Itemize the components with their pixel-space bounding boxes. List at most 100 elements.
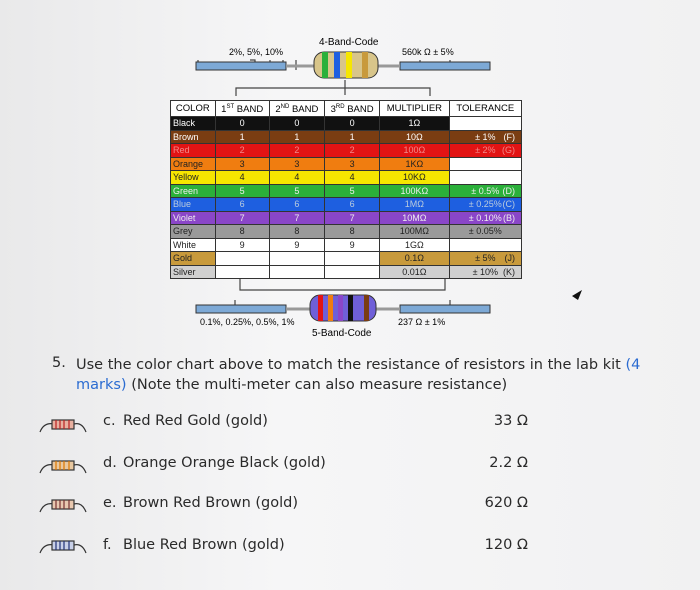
color-name: Yellow	[170, 170, 216, 185]
header-superscript: ST	[226, 104, 235, 110]
item-text: Orange Orange Black (gold)	[123, 455, 326, 471]
column-header: MULTIPLIER	[379, 99, 450, 118]
table-row: Yellow 4 4 4 10KΩ	[170, 170, 523, 185]
multiplier: 100MΩ	[379, 224, 450, 239]
color-name: Violet	[170, 210, 216, 226]
five-band-tolerances: 0.1%, 0.25%, 0.5%, 1%	[200, 317, 295, 327]
tolerance-empty	[448, 156, 523, 172]
band-empty	[268, 251, 325, 266]
band-digit: 9	[268, 237, 325, 253]
tolerance: ± 0.05%	[448, 224, 523, 239]
tolerance-value: ± 0.25%	[468, 199, 502, 210]
color-name: Blue	[170, 197, 216, 212]
header-superscript: ND	[280, 104, 290, 110]
table-row: Black 0 0 0 1Ω	[170, 116, 523, 131]
color-name: Red	[170, 143, 216, 158]
column-header: 2ND BAND	[268, 99, 325, 118]
band-digit: 6	[214, 197, 270, 212]
band-digit: 0	[214, 116, 270, 131]
header-text: TOLERANCE	[456, 102, 515, 114]
header-superscript: RD	[335, 104, 345, 110]
header-text: MULTIPLIER	[386, 102, 443, 114]
item-text: Brown Red Brown (gold)	[123, 495, 299, 511]
question-text: Use the color chart above to match the r…	[76, 355, 676, 395]
band-digit: 9	[323, 237, 381, 253]
band-digit: 5	[214, 183, 270, 199]
color-name: Brown	[170, 129, 216, 145]
color-name: Black	[170, 116, 216, 131]
header-number: 1	[221, 104, 227, 116]
tolerance-value: ± 2%	[475, 145, 496, 156]
item-text: Red Red Gold (gold)	[123, 413, 268, 429]
band-digit: 1	[323, 129, 381, 145]
table-row: Red 2 2 2 100Ω ± 2% (G)	[170, 143, 523, 158]
band-digit: 8	[323, 224, 381, 239]
band-digit: 4	[323, 170, 381, 185]
multiplier: 1GΩ	[379, 237, 450, 253]
band-digit: 1	[268, 129, 325, 145]
five-band-example: 237 Ω ± 1%	[398, 317, 446, 327]
color-code-table: COLOR 1ST BAND 2ND BAND 3RD BAND MULTIPLIER T…	[170, 99, 523, 280]
header-row: COLOR 1ST BAND 2ND BAND 3RD BAND MULTIPLIER T…	[170, 99, 523, 118]
color-name: White	[170, 237, 216, 253]
tolerance-empty	[448, 170, 523, 185]
band-digit: 3	[323, 156, 381, 172]
item-text: Blue Red Brown (gold)	[123, 537, 285, 553]
tolerance-code: (J)	[504, 253, 516, 264]
band-digit: 0	[268, 116, 325, 131]
tolerance: ± 0.25% (C)	[448, 197, 523, 212]
tolerance-value: ± 1%	[475, 131, 496, 142]
tolerance-value: ± 10%	[472, 266, 499, 277]
band-digit: 2	[323, 143, 381, 158]
band-digit: 3	[268, 156, 325, 172]
tolerance-code: (G)	[502, 145, 515, 156]
band-digit: 8	[214, 224, 270, 239]
tolerance: ± 0.5% (D)	[448, 183, 523, 199]
header-text: COLOR	[175, 102, 210, 114]
band-digit: 6	[268, 197, 325, 212]
multiplier: 1Ω	[379, 116, 450, 131]
four-band-title: 4-Band-Code	[319, 37, 379, 48]
question-number: 5.	[52, 355, 66, 371]
band-digit: 3	[214, 156, 270, 172]
tolerance: ± 1% (F)	[448, 129, 523, 145]
tolerance-value: ± 0.5%	[471, 185, 500, 196]
color-name: Grey	[170, 224, 216, 239]
tolerance-value: ± 5%	[475, 253, 496, 264]
multiplier: 0.01Ω	[379, 264, 450, 280]
band-digit: 2	[268, 143, 325, 158]
table-row: Gold 0.1Ω ± 5% (J)	[170, 251, 523, 266]
band-digit: 7	[214, 210, 270, 226]
four-band-tolerances: 2%, 5%, 10%	[229, 47, 284, 57]
item-answer: 620 Ω	[484, 495, 528, 511]
table-row: Violet 7 7 7 10MΩ ± 0.10% (B)	[170, 210, 523, 226]
item-letter: e.	[103, 495, 117, 511]
band-digit: 5	[323, 183, 381, 199]
column-header: COLOR	[170, 99, 216, 118]
tolerance-code: (D)	[502, 185, 516, 196]
band-digit: 2	[214, 143, 270, 158]
column-header: TOLERANCE	[448, 99, 523, 118]
band-empty	[214, 251, 270, 266]
tolerance-empty	[448, 116, 523, 131]
tolerance-code: (C)	[502, 199, 516, 210]
band-digit: 1	[214, 129, 270, 145]
color-name: Silver	[170, 264, 216, 280]
header-text: BAND	[291, 104, 319, 116]
tolerance-value: ± 0.10%	[468, 212, 502, 223]
tolerance: ± 5% (J)	[448, 251, 523, 266]
multiplier: 100KΩ	[379, 183, 450, 199]
band-digit: 7	[323, 210, 381, 226]
band-digit: 4	[214, 170, 270, 185]
tolerance: ± 0.10% (B)	[448, 210, 523, 226]
band-digit: 8	[268, 224, 325, 239]
band-empty	[323, 251, 381, 266]
table-row: Green 5 5 5 100KΩ ± 0.5% (D)	[170, 183, 523, 199]
table-row: Silver 0.01Ω ± 10% (K)	[170, 264, 523, 280]
tolerance-value: ± 0.05%	[468, 226, 502, 237]
item-answer: 120 Ω	[484, 537, 528, 553]
question-marks: (4 marks)	[76, 357, 641, 393]
multiplier: 10KΩ	[379, 170, 450, 185]
table-row: Blue 6 6 6 1MΩ ± 0.25% (C)	[170, 197, 523, 212]
column-header: 3RD BAND	[323, 99, 381, 118]
